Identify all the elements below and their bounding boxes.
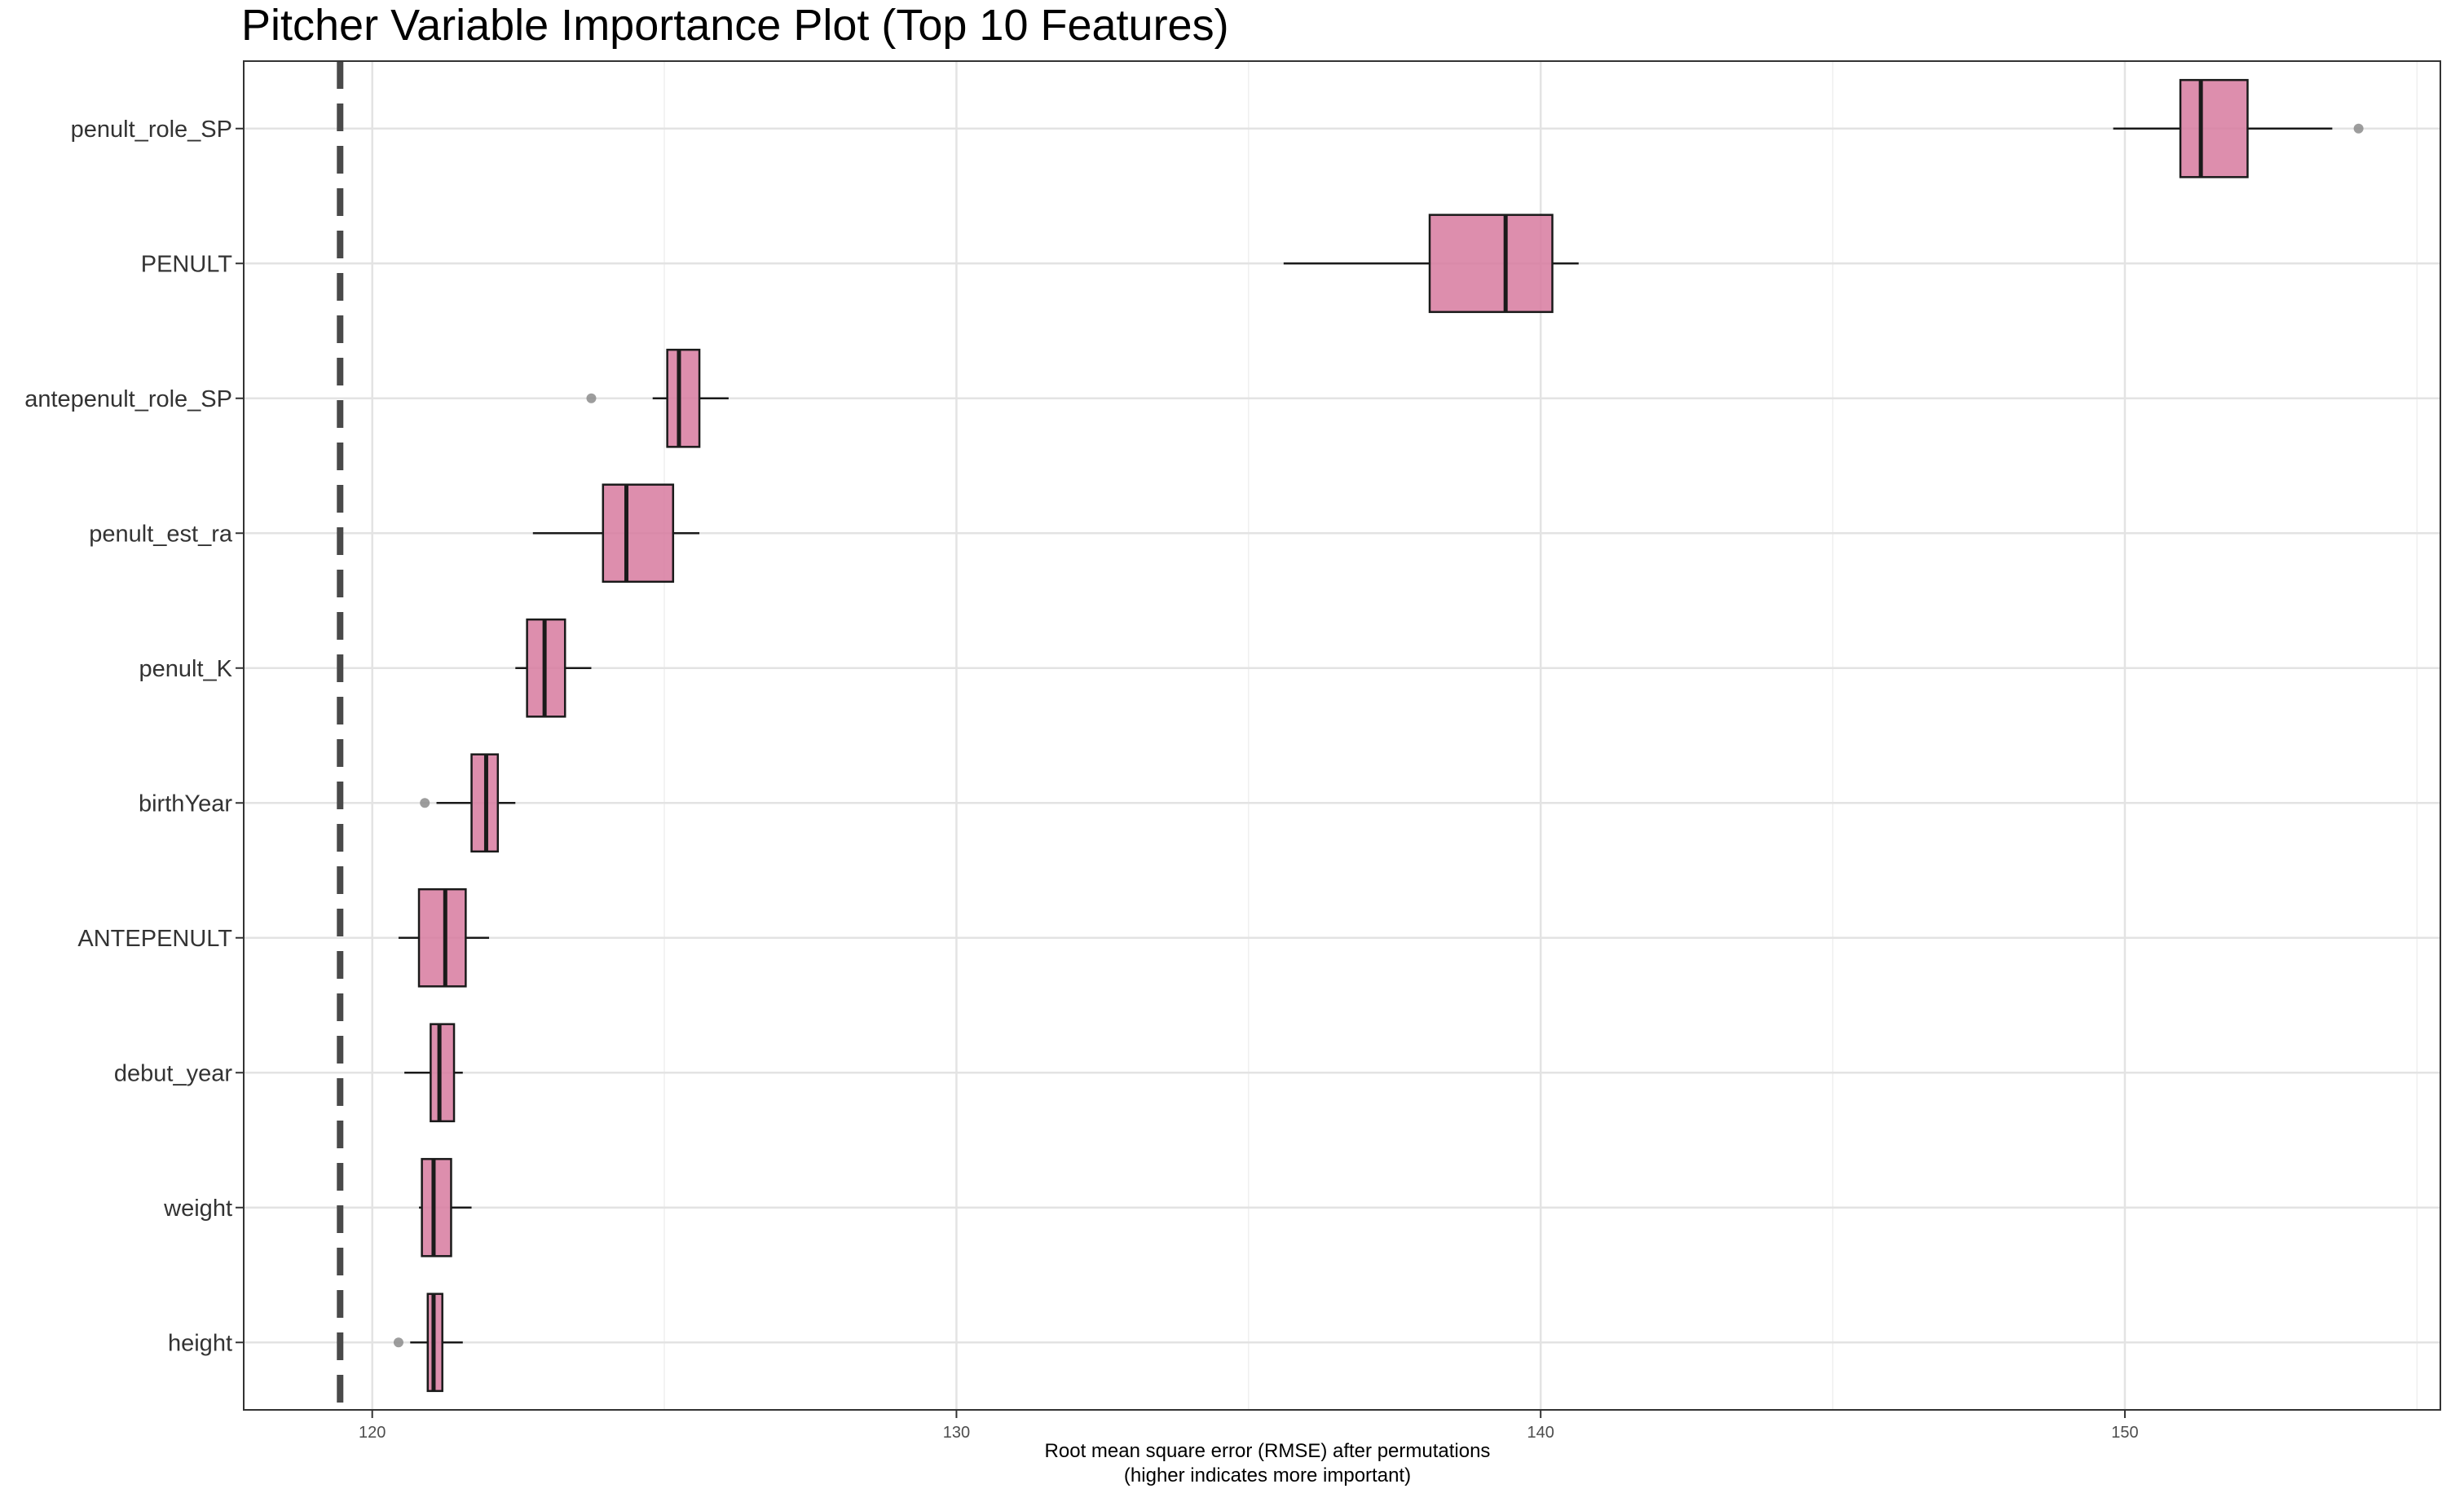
- y-tick-label: birthYear: [139, 791, 232, 817]
- y-tick-label: penult_role_SP: [71, 117, 232, 143]
- y-tick-label: PENULT: [141, 251, 233, 277]
- y-tick-label: height: [168, 1330, 232, 1356]
- box: [1428, 214, 1554, 314]
- box-layer: [393, 78, 2364, 1393]
- y-tick-label: penult_est_ra: [89, 521, 233, 547]
- y-tick-label: ANTEPENULT: [77, 926, 232, 952]
- y-tick-label: penult_K: [139, 656, 233, 682]
- plot-panel: [244, 61, 2440, 1410]
- chart-title: Pitcher Variable Importance Plot (Top 10…: [241, 1, 1229, 50]
- x-axis-subtitle: (higher indicates more important): [1124, 1464, 1411, 1486]
- y-tick-label: weight: [163, 1196, 232, 1222]
- plot-border: [243, 60, 2441, 1411]
- box: [666, 348, 701, 448]
- box: [602, 483, 675, 584]
- outlier-point: [393, 1337, 403, 1348]
- x-axis-title: Root mean square error (RMSE) after perm…: [1045, 1440, 1491, 1462]
- outlier-point: [2353, 123, 2364, 134]
- y-tick-label: debut_year: [114, 1060, 232, 1086]
- x-tick-label: 130: [943, 1424, 970, 1442]
- box: [417, 887, 467, 988]
- y-tick-label: antepenult_role_SP: [24, 386, 232, 412]
- grid-layer: [244, 61, 2440, 1410]
- x-tick-label: 120: [359, 1424, 386, 1442]
- x-tick-label: 140: [1527, 1424, 1554, 1442]
- outlier-point: [420, 798, 430, 808]
- box: [421, 1157, 452, 1257]
- axis-layer: penult_role_SP PENULT antepenult_role_SPpe…: [24, 117, 2138, 1442]
- outlier-point: [586, 393, 597, 403]
- box: [430, 1023, 456, 1123]
- x-tick-label: 150: [2111, 1424, 2138, 1442]
- box: [2179, 78, 2249, 178]
